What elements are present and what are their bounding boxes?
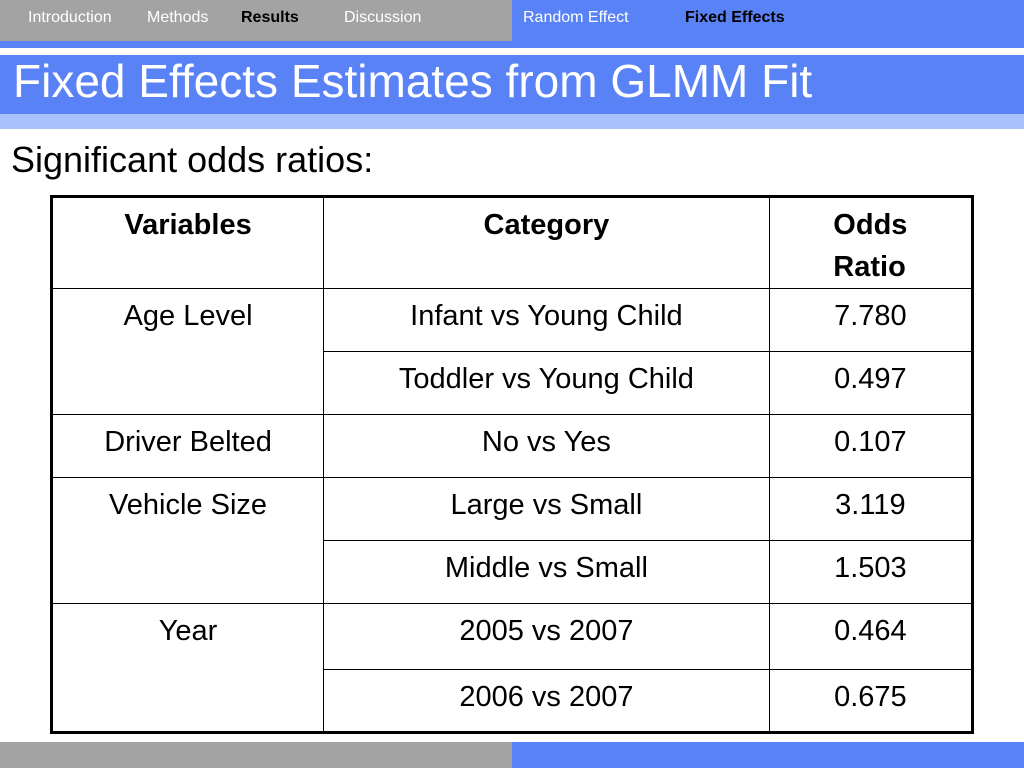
odds-ratio-header-line2: Ratio [833,251,906,283]
section-nav: Introduction Methods Results Discussion [0,0,512,41]
category-cell: Large vs Small [323,477,770,541]
title-band-divider [0,48,1024,55]
category-cell: 2005 vs 2007 [323,603,770,670]
table-row: Middle vs Small 1.503 [52,540,974,604]
category-cell: Infant vs Young Child [323,288,770,352]
variable-cell: Age Level [50,288,325,415]
nav-introduction[interactable]: Introduction [28,9,112,26]
nav-random-effect[interactable]: Random Effect [523,9,629,26]
odds-ratio-cell: 3.119 [768,477,974,541]
odds-ratio-cell: 0.675 [768,669,974,733]
nav-fixed-effects[interactable]: Fixed Effects [685,9,785,26]
bottom-bar-left [0,742,512,768]
category-cell: Toddler vs Young Child [323,351,770,415]
variable-cell: Year [50,603,325,733]
top-navigation-bar: Introduction Methods Results Discussion … [0,0,1024,41]
table-header-row: Variables Category Odds Ratio [50,196,974,289]
header-variables: Variables [50,196,325,289]
header-odds-ratio: Odds Ratio [768,196,974,289]
nav-discussion[interactable]: Discussion [344,9,422,26]
odds-ratio-cell: 0.497 [768,351,974,415]
table-row: Toddler vs Young Child 0.497 [52,351,974,415]
header-category: Category [323,196,770,289]
odds-ratio-cell: 0.107 [768,414,974,478]
bottom-bar-right [512,742,1024,768]
odds-ratio-cell: 0.464 [768,603,974,670]
odds-ratio-header-text: Odds Ratio [833,204,907,288]
category-cell: 2006 vs 2007 [323,669,770,733]
subsection-nav: Random Effect Fixed Effects [512,0,1024,41]
table-row: Vehicle Size Large vs Small 3.119 [50,477,974,604]
bottom-bar [0,742,1024,768]
nav-methods[interactable]: Methods [147,9,209,26]
nav-results[interactable]: Results [241,9,299,26]
title-band [0,41,1024,129]
odds-ratio-cell: 1.503 [768,540,974,604]
table-row: 2006 vs 2007 0.675 [52,669,974,733]
variable-cell: Driver Belted [50,414,325,478]
table-row: Year 2005 vs 2007 0.464 [50,603,974,733]
odds-ratio-table: Variables Category Odds Ratio Age Level … [50,195,974,734]
table-row: Driver Belted No vs Yes 0.107 [50,414,974,478]
slide-title: Fixed Effects Estimates from GLMM Fit [13,55,813,107]
odds-ratio-cell: 7.780 [768,288,974,352]
table-row: Age Level Infant vs Young Child 7.780 [50,288,974,415]
odds-ratio-header-line1: Odds [833,209,908,241]
variable-cell: Vehicle Size [50,477,325,604]
category-cell: No vs Yes [323,414,770,478]
slide-subtitle: Significant odds ratios: [11,139,374,180]
category-cell: Middle vs Small [323,540,770,604]
title-band-underline [0,114,1024,129]
